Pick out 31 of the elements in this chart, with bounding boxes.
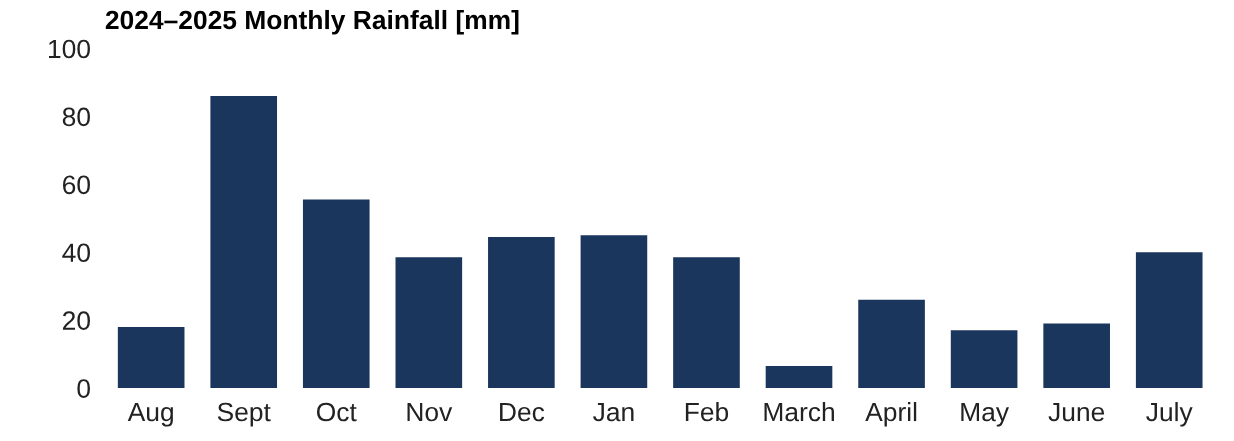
x-tick-label: Feb — [685, 401, 729, 422]
y-tick-label: 100 — [48, 39, 90, 59]
x-tick-label: Sept — [217, 402, 271, 427]
y-tick-label: 40 — [62, 243, 90, 263]
bar — [488, 236, 555, 389]
bar — [117, 326, 185, 389]
bar — [765, 366, 833, 389]
x-tick-label: Dec — [500, 402, 545, 422]
x-tick-label: June — [1048, 402, 1105, 422]
bar — [673, 257, 740, 389]
x-tick-label: Oct — [316, 402, 357, 422]
y-tick-label: 0 — [77, 379, 90, 398]
bar — [580, 235, 648, 389]
x-tick-label: Jan — [593, 402, 634, 422]
x-tick-label: May — [961, 402, 1009, 427]
x-tick-label: Nov — [407, 402, 453, 422]
x-tick-label: Aug — [127, 402, 173, 427]
y-tick-label: 60 — [62, 175, 90, 195]
bar — [950, 330, 1018, 389]
bar — [1043, 323, 1110, 389]
y-tick-label: 80 — [62, 107, 90, 127]
bar — [210, 96, 278, 389]
bar — [858, 299, 925, 389]
bar — [302, 199, 370, 389]
y-tick-label: 20 — [62, 311, 90, 330]
bar — [1135, 252, 1203, 389]
x-tick-label: March — [764, 401, 834, 422]
x-tick-label: July — [1146, 401, 1193, 427]
x-tick-label: April — [865, 401, 917, 427]
bar — [395, 257, 463, 389]
chart-title: 2024–2025 Monthly Rainfall [mm] — [105, 9, 519, 35]
